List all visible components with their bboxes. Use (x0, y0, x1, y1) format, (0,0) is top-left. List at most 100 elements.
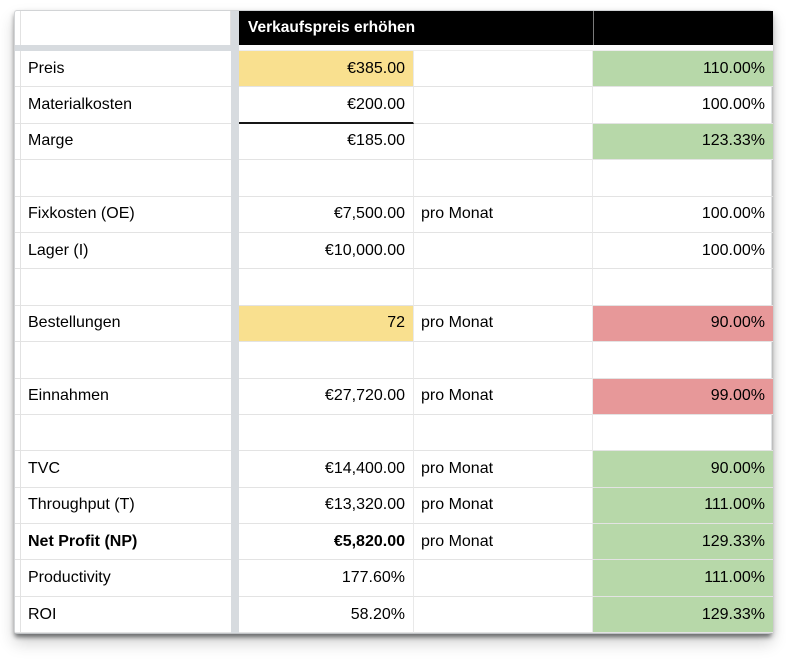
percent-cell[interactable]: 100.00% (593, 233, 773, 270)
percent-cell[interactable]: 110.00% (593, 51, 773, 88)
unit-cell[interactable] (414, 160, 593, 197)
table-row: TVC €14,400.00 pro Monat 90.00% (15, 451, 773, 488)
value-cell[interactable]: €200.00 (239, 87, 414, 124)
percent-cell[interactable]: 111.00% (593, 560, 773, 597)
percent-cell[interactable]: 100.00% (593, 197, 773, 233)
value-cell[interactable]: 177.60% (239, 560, 414, 597)
percent-cell[interactable]: 99.00% (593, 378, 773, 415)
value-cell[interactable]: €7,500.00 (239, 196, 414, 233)
value-cell[interactable] (239, 342, 414, 379)
table-row: Marge €185.00 123.33% (15, 123, 773, 161)
left-margin-cell (15, 269, 21, 306)
frozen-column-divider (231, 305, 239, 343)
percent-cell[interactable] (593, 342, 773, 379)
percent-cell[interactable] (593, 415, 773, 452)
percent-cell[interactable] (593, 160, 773, 197)
frozen-column-divider (231, 487, 239, 525)
value-cell[interactable]: €13,320.00 (239, 487, 414, 525)
value-cell[interactable]: €385.00 (239, 51, 414, 88)
table-row: Preis €385.00 110.00% (15, 51, 773, 88)
table-row: Lager (I) €10,000.00 100.00% (15, 232, 773, 270)
frozen-column-divider (231, 560, 239, 597)
left-margin-cell (15, 87, 21, 124)
value-cell[interactable]: 72 (239, 305, 414, 343)
unit-cell[interactable]: pro Monat (414, 305, 593, 343)
frozen-column-divider (231, 87, 239, 124)
row-label-cell[interactable]: Productivity (21, 560, 231, 597)
frozen-column-divider (231, 123, 239, 161)
unit-cell[interactable] (414, 269, 593, 306)
unit-cell[interactable]: pro Monat (414, 196, 593, 233)
unit-cell[interactable]: pro Monat (414, 451, 593, 488)
row-label-cell[interactable]: TVC (21, 451, 231, 488)
value-cell[interactable]: 58.20% (239, 596, 414, 634)
left-margin-cell (15, 414, 21, 452)
row-label-cell[interactable]: Net Profit (NP) (21, 524, 231, 561)
row-label-cell[interactable]: Einnahmen (21, 379, 231, 415)
frozen-column-divider (231, 596, 239, 634)
frozen-column-divider (231, 414, 239, 452)
value-cell[interactable]: €14,400.00 (239, 451, 414, 488)
unit-cell[interactable] (414, 560, 593, 597)
percent-cell[interactable]: 90.00% (593, 305, 773, 343)
value-cell[interactable] (239, 269, 414, 306)
table-row: Bestellungen 72 pro Monat 90.00% (15, 305, 773, 343)
row-label-cell[interactable]: Lager (I) (21, 233, 231, 270)
unit-cell[interactable] (414, 414, 593, 452)
header-row: Verkaufspreis erhöhen (15, 11, 773, 45)
row-label-cell[interactable]: Materialkosten (21, 87, 231, 124)
frozen-column-divider (231, 232, 239, 270)
row-label-cell[interactable]: Throughput (T) (21, 488, 231, 525)
row-label-cell[interactable]: Bestellungen (21, 306, 231, 343)
unit-cell[interactable] (414, 51, 593, 88)
unit-cell[interactable]: pro Monat (414, 524, 593, 561)
value-cell[interactable]: €185.00 (239, 123, 414, 161)
row-label-cell[interactable]: ROI (21, 597, 231, 634)
frozen-row-divider-left (15, 45, 239, 51)
header-black-cell[interactable] (593, 11, 773, 45)
frozen-column-divider (231, 160, 239, 197)
left-margin-cell (15, 596, 21, 634)
percent-cell[interactable]: 100.00% (593, 87, 773, 124)
row-label-cell[interactable]: Preis (21, 51, 231, 88)
value-cell[interactable]: €27,720.00 (239, 378, 414, 415)
table-row (15, 414, 773, 452)
unit-cell[interactable] (414, 342, 593, 379)
value-cell[interactable] (239, 414, 414, 452)
row-label-cell[interactable] (21, 160, 231, 197)
left-margin-cell (15, 378, 21, 415)
percent-cell[interactable]: 90.00% (593, 451, 773, 488)
value-cell[interactable]: €5,820.00 (239, 524, 414, 561)
row-label-cell[interactable] (21, 269, 231, 306)
frozen-column-divider (231, 342, 239, 379)
percent-cell[interactable]: 111.00% (593, 487, 773, 525)
percent-cell[interactable]: 129.33% (593, 524, 773, 561)
unit-cell[interactable]: pro Monat (414, 378, 593, 415)
left-margin-cell (15, 487, 21, 525)
header-blank-cell[interactable] (21, 11, 231, 45)
table-row: Throughput (T) €13,320.00 pro Monat 111.… (15, 487, 773, 525)
unit-cell[interactable] (414, 232, 593, 270)
frozen-column-divider (231, 51, 239, 88)
left-margin-cell (15, 51, 21, 88)
value-cell[interactable]: €10,000.00 (239, 232, 414, 270)
value-cell[interactable] (239, 160, 414, 197)
row-label-cell[interactable]: Fixkosten (OE) (21, 197, 231, 233)
table-row: Productivity 177.60% 111.00% (15, 560, 773, 597)
table-row: Net Profit (NP) €5,820.00 pro Monat 129.… (15, 524, 773, 561)
row-label-cell[interactable] (21, 342, 231, 379)
unit-cell[interactable] (414, 596, 593, 634)
percent-cell[interactable]: 129.33% (593, 596, 773, 634)
table-row: Fixkosten (OE) €7,500.00 pro Monat 100.0… (15, 196, 773, 233)
unit-cell[interactable] (414, 87, 593, 124)
row-label-cell[interactable] (21, 415, 231, 452)
row-label-cell[interactable]: Marge (21, 124, 231, 161)
unit-cell[interactable]: pro Monat (414, 487, 593, 525)
percent-cell[interactable] (593, 269, 773, 306)
left-margin-cell (15, 305, 21, 343)
unit-cell[interactable] (414, 123, 593, 161)
scenario-title: Verkaufspreis erhöhen (248, 19, 416, 36)
scenario-title-cell[interactable]: Verkaufspreis erhöhen (239, 11, 593, 45)
frozen-column-divider (231, 269, 239, 306)
percent-cell[interactable]: 123.33% (593, 123, 773, 161)
